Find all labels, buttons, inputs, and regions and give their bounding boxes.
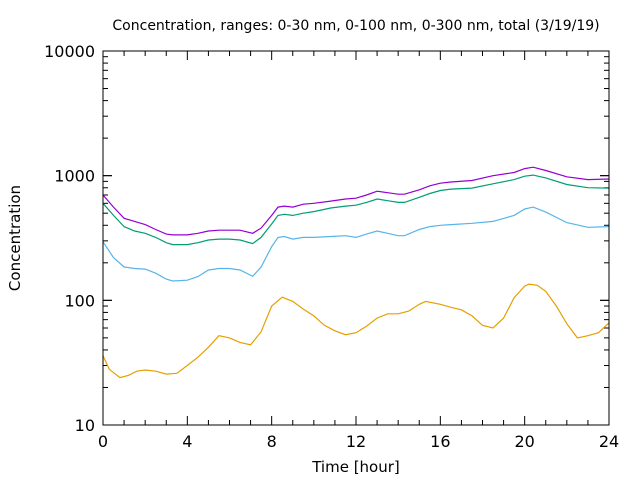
y-tick-label: 1000 — [54, 167, 95, 186]
x-tick-label: 4 — [182, 432, 192, 451]
x-tick-label: 0 — [98, 432, 108, 451]
x-tick-label: 24 — [599, 432, 619, 451]
series-line-0-100-nm — [102, 206, 610, 282]
x-axis-label: Time [hour] — [311, 458, 400, 476]
series-group — [102, 166, 610, 379]
series-line-0-30-nm — [102, 283, 610, 379]
y-axis-label: Concentration — [6, 185, 24, 291]
y-tick-label: 100 — [64, 291, 95, 310]
series-line-total — [102, 166, 610, 236]
series-line-0-300-nm — [102, 174, 610, 246]
chart-title: Concentration, ranges: 0-30 nm, 0-100 nm… — [112, 18, 599, 34]
plot-frame — [102, 50, 610, 426]
ticks: 0 4 8 12 16 20 24 10 100 1000 10000 — [44, 42, 619, 451]
y-tick-label: 10000 — [44, 42, 95, 61]
x-tick-label: 12 — [346, 432, 366, 451]
x-tick-label: 8 — [267, 432, 277, 451]
x-tick-label: 16 — [430, 432, 450, 451]
x-tick-label: 20 — [514, 432, 534, 451]
y-tick-label: 10 — [75, 416, 95, 435]
